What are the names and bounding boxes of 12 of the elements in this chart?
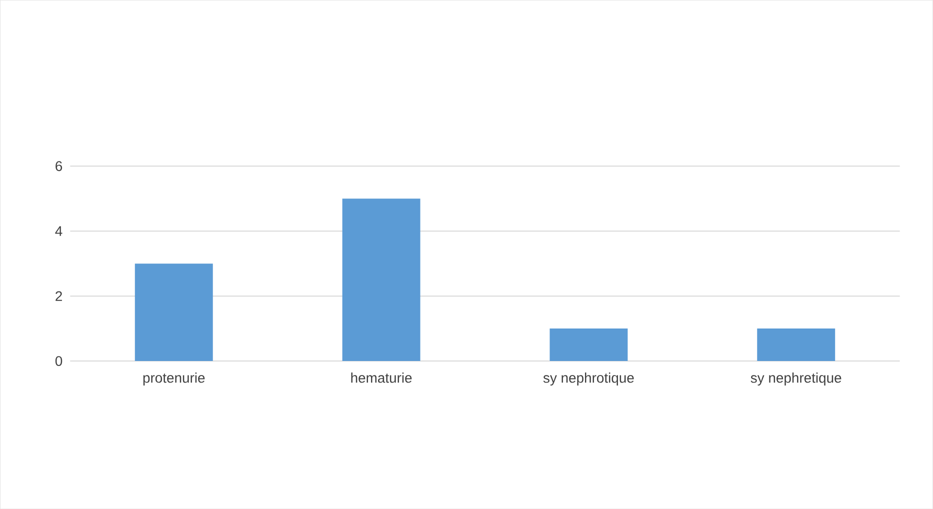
y-tick-label: 2 xyxy=(56,291,62,301)
y-tick-label: 0 xyxy=(55,356,62,366)
bar xyxy=(757,328,836,361)
x-tick-label: protenurie xyxy=(143,372,205,386)
x-tick-label: sy nephretique xyxy=(750,372,842,386)
y-tick-label: 6 xyxy=(56,161,62,171)
y-tick-label: 4 xyxy=(55,226,62,236)
bar xyxy=(550,328,628,361)
x-tick-label: hematurie xyxy=(351,372,412,383)
bar xyxy=(342,198,420,361)
bar xyxy=(134,264,213,361)
x-tick-label: sy nephrotique xyxy=(543,372,634,386)
